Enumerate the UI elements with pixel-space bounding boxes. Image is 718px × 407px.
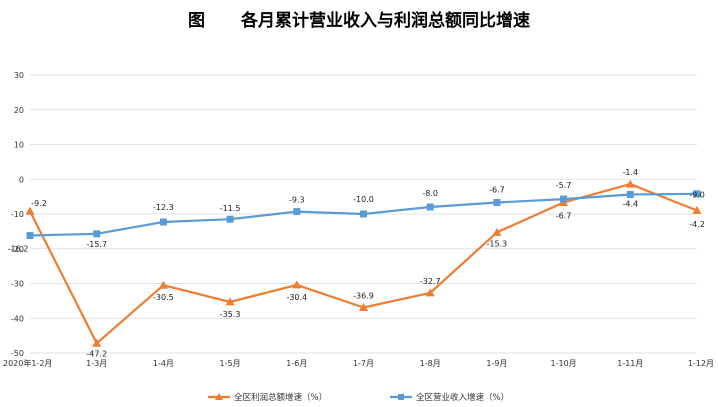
data-point-square	[560, 195, 568, 203]
data-label: -35.3	[220, 310, 241, 319]
data-label: -30.4	[286, 293, 307, 302]
data-label: -10.0	[353, 195, 374, 204]
data-label: -11.5	[220, 204, 241, 213]
data-label: -47.2	[86, 349, 107, 358]
data-point-square	[626, 191, 634, 199]
y-tick-label: 0	[19, 175, 24, 184]
x-tick-label: 1-6月	[286, 359, 307, 368]
data-point-triangle	[25, 206, 35, 215]
x-tick-label: 1-10月	[551, 359, 577, 368]
x-tick-label: 1-4月	[153, 359, 174, 368]
data-point-square	[293, 208, 301, 216]
data-label: -30.5	[153, 293, 174, 302]
data-label: -5.7	[556, 181, 572, 190]
data-label: -12.3	[153, 203, 174, 212]
data-label: -36.9	[353, 291, 374, 300]
data-point-triangle	[492, 227, 502, 236]
data-point-triangle	[625, 179, 635, 188]
data-point-square	[426, 203, 434, 211]
x-tick-label: 1-8月	[420, 359, 441, 368]
data-label: -15.7	[86, 240, 107, 249]
figure-prefix: 图	[188, 11, 205, 31]
y-tick-label: 20	[14, 106, 24, 115]
x-tick-label: 1-11月	[617, 359, 643, 368]
chart-title: 图 各月累计营业收入与利润总额同比增速	[0, 6, 718, 31]
data-point-square	[493, 199, 501, 207]
data-point-square	[159, 218, 167, 226]
x-tick-label: 1-5月	[220, 359, 241, 368]
legend-triangle-marker	[215, 393, 223, 400]
x-tick-label: 1-12月	[688, 359, 714, 368]
data-point-square	[226, 215, 234, 223]
y-tick-label: 10	[14, 141, 24, 150]
data-label: -9.0	[689, 191, 705, 200]
x-tick-label: 1-7月	[353, 359, 374, 368]
data-point-triangle	[292, 280, 302, 289]
x-tick-label: 1-9月	[486, 359, 507, 368]
data-point-square	[26, 232, 34, 240]
data-label: -32.7	[420, 277, 441, 286]
data-point-triangle	[425, 288, 435, 297]
data-label: -9.2	[31, 199, 47, 208]
data-label: -16.2	[8, 245, 29, 254]
legend-square-marker	[398, 394, 404, 400]
y-tick-label: -30	[11, 280, 24, 289]
data-point-triangle	[692, 206, 702, 215]
data-label: -15.3	[487, 239, 508, 248]
data-label: -4.2	[689, 220, 705, 229]
data-label: -9.3	[289, 196, 305, 205]
data-label: -1.4	[622, 168, 638, 177]
data-point-triangle	[158, 280, 168, 289]
x-tick-label: 1-3月	[86, 359, 107, 368]
data-label: -4.4	[622, 200, 638, 209]
data-point-triangle	[225, 297, 235, 306]
legend-label: 全区营业收入增速（%）	[416, 392, 509, 403]
data-point-square	[693, 190, 701, 198]
data-label: -8.0	[422, 189, 438, 198]
series-line-1	[29, 183, 698, 345]
data-point-triangle	[359, 302, 368, 311]
x-tick-label: 2020年1-2月	[3, 358, 52, 368]
y-tick-label: 30	[14, 71, 24, 80]
data-point-square	[360, 210, 367, 218]
data-label: -6.7	[489, 186, 505, 195]
chart-title-text: 各月累计营业收入与利润总额同比增速	[241, 11, 530, 31]
data-label: -6.7	[556, 212, 572, 221]
data-point-square	[93, 230, 101, 238]
data-point-triangle	[92, 338, 102, 347]
legend-label: 全区利润总额增速（%）	[234, 392, 327, 403]
y-tick-label: -50	[11, 349, 24, 358]
y-tick-label: -20	[11, 245, 24, 254]
y-tick-label: -10	[11, 210, 24, 219]
y-tick-label: -40	[11, 314, 24, 323]
